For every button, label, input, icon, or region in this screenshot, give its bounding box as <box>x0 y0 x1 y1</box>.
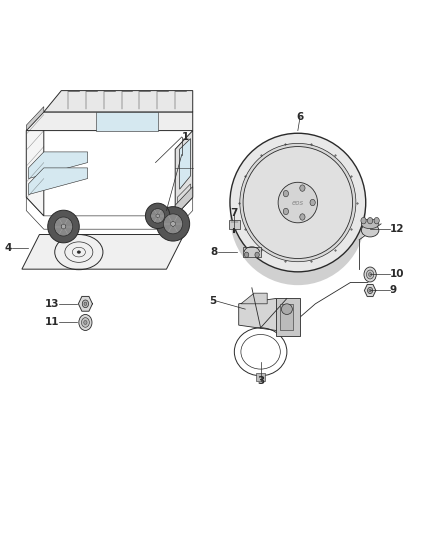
Circle shape <box>367 287 373 294</box>
Bar <box>256 373 265 381</box>
Polygon shape <box>239 298 285 330</box>
Bar <box>229 220 240 229</box>
Ellipse shape <box>243 147 353 259</box>
Circle shape <box>283 208 289 215</box>
Polygon shape <box>26 112 44 216</box>
Ellipse shape <box>230 147 366 285</box>
Circle shape <box>367 217 373 224</box>
Ellipse shape <box>156 214 159 217</box>
Ellipse shape <box>361 219 379 229</box>
Circle shape <box>84 320 87 325</box>
Circle shape <box>367 270 374 279</box>
Circle shape <box>79 314 92 330</box>
Circle shape <box>369 289 371 292</box>
Polygon shape <box>22 235 184 269</box>
Text: 8: 8 <box>210 247 218 257</box>
Ellipse shape <box>54 217 73 236</box>
Ellipse shape <box>230 133 366 272</box>
Text: 13: 13 <box>45 299 59 309</box>
Ellipse shape <box>171 221 175 227</box>
Text: 11: 11 <box>45 318 59 327</box>
Circle shape <box>283 190 289 197</box>
Circle shape <box>84 302 87 305</box>
Text: 10: 10 <box>390 270 404 279</box>
Ellipse shape <box>240 143 356 262</box>
Polygon shape <box>78 296 92 311</box>
Circle shape <box>81 318 89 327</box>
Ellipse shape <box>77 251 81 253</box>
Circle shape <box>82 300 88 308</box>
Text: 5: 5 <box>209 296 217 306</box>
Polygon shape <box>28 168 88 195</box>
Polygon shape <box>180 139 191 189</box>
Text: 9: 9 <box>390 286 397 295</box>
Ellipse shape <box>156 207 190 241</box>
Bar <box>276 298 300 336</box>
Text: 1: 1 <box>182 132 189 142</box>
Ellipse shape <box>278 182 318 223</box>
Polygon shape <box>177 184 191 205</box>
Polygon shape <box>175 131 193 216</box>
Polygon shape <box>44 91 193 112</box>
Polygon shape <box>26 112 193 131</box>
Text: 12: 12 <box>390 224 404 234</box>
Circle shape <box>361 217 366 224</box>
Ellipse shape <box>163 214 183 234</box>
Text: 4: 4 <box>5 243 12 253</box>
Text: 6: 6 <box>297 112 304 122</box>
Circle shape <box>300 185 305 191</box>
Circle shape <box>244 252 249 257</box>
Circle shape <box>310 199 315 206</box>
Polygon shape <box>175 187 193 216</box>
Ellipse shape <box>361 224 379 237</box>
Circle shape <box>374 217 379 224</box>
Bar <box>280 304 293 330</box>
Ellipse shape <box>61 224 66 229</box>
Polygon shape <box>28 152 88 179</box>
Text: 3: 3 <box>257 376 264 386</box>
Polygon shape <box>364 285 376 296</box>
Ellipse shape <box>151 208 165 223</box>
Ellipse shape <box>281 304 293 314</box>
Ellipse shape <box>48 210 79 243</box>
Text: 7: 7 <box>231 208 238 218</box>
Bar <box>243 247 261 257</box>
Circle shape <box>368 273 371 276</box>
Polygon shape <box>26 107 44 131</box>
Polygon shape <box>241 293 267 304</box>
Ellipse shape <box>145 203 170 229</box>
Circle shape <box>364 267 376 282</box>
Circle shape <box>255 252 259 257</box>
Text: eos: eos <box>292 199 304 206</box>
Circle shape <box>300 214 305 220</box>
Polygon shape <box>96 112 158 131</box>
